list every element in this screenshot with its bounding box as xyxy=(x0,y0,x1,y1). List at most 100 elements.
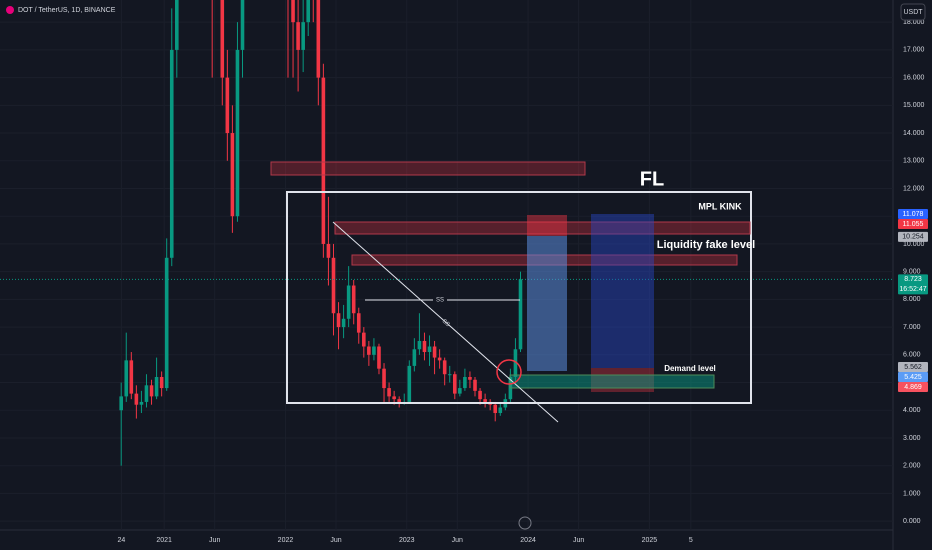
chart-title: DOT / TetherUS, 1D, BINANCE xyxy=(18,7,116,14)
x-tick-label: Jun xyxy=(330,537,341,544)
candle-body xyxy=(356,313,361,333)
event-icon[interactable] xyxy=(518,516,532,530)
price-label: 5.562 xyxy=(904,364,922,371)
price-label: 10.254 xyxy=(902,234,924,241)
candle-body xyxy=(134,393,139,405)
candle-body xyxy=(387,388,391,397)
mpl-label: MPL KINK xyxy=(698,201,742,211)
candle-body xyxy=(468,376,472,380)
candle-body xyxy=(346,285,351,319)
candle-body xyxy=(473,379,477,391)
candle-body xyxy=(124,360,129,397)
supply-zone xyxy=(270,161,586,176)
candle-body xyxy=(119,396,124,411)
price-label: 8.723 xyxy=(904,276,922,283)
x-tick-label: Jun xyxy=(452,537,463,544)
highlight-circle xyxy=(496,359,522,385)
y-tick-label: 1.000 xyxy=(903,490,921,497)
x-tick-label: 2023 xyxy=(399,537,415,544)
candle-body xyxy=(301,22,305,50)
x-tick-label: 2022 xyxy=(278,537,294,544)
price-label-box xyxy=(898,381,928,392)
x-tick-label: Jun xyxy=(573,537,584,544)
candle-body xyxy=(169,49,174,258)
candle-body xyxy=(139,401,144,405)
y-tick-label: 2.000 xyxy=(903,463,921,470)
ss-label: SS xyxy=(436,298,444,304)
fl-label: FL xyxy=(640,168,664,190)
price-label-box xyxy=(898,371,928,382)
candle-body xyxy=(478,390,482,400)
price-label: 4.869 xyxy=(904,384,922,391)
y-tick-label: 4.000 xyxy=(903,407,921,414)
candle-body xyxy=(336,313,341,328)
target-zone xyxy=(527,236,567,371)
candle-body xyxy=(341,318,346,328)
price-label-box xyxy=(898,231,928,242)
y-tick-label: 16.000 xyxy=(903,74,925,81)
x-tick-label: 24 xyxy=(118,537,126,544)
y-tick-label: 18.000 xyxy=(903,19,925,26)
candle-body xyxy=(144,385,149,402)
y-tick-label: 3.000 xyxy=(903,435,921,442)
candle-body xyxy=(367,346,371,355)
ss-label: SS xyxy=(441,319,451,329)
candle-body xyxy=(372,346,376,355)
candle-body xyxy=(458,388,462,394)
candle-body xyxy=(240,0,245,50)
candle-body xyxy=(442,360,447,375)
price-label-box xyxy=(898,361,928,372)
currency-label[interactable]: USDT xyxy=(903,9,923,16)
candle-body xyxy=(159,376,164,389)
candle-body xyxy=(362,332,366,347)
candle-body xyxy=(463,376,467,389)
x-tick-label: 2021 xyxy=(156,537,172,544)
candle-body xyxy=(493,404,498,414)
candle-body xyxy=(316,0,321,78)
x-tick-label: 2025 xyxy=(642,537,658,544)
x-tick-label: 5 xyxy=(689,537,693,544)
label-bg xyxy=(433,296,447,304)
range-box xyxy=(286,191,752,404)
symbol-icon xyxy=(6,6,14,14)
candle-body xyxy=(230,133,235,217)
candle-body xyxy=(407,365,412,402)
stop-zone xyxy=(527,215,567,236)
candles xyxy=(0,0,893,466)
price-label: 5.425 xyxy=(904,374,922,381)
countdown-label: 16:52:47 xyxy=(899,286,926,293)
candle-body xyxy=(129,360,134,394)
candle-body xyxy=(447,374,452,376)
candle-body xyxy=(513,349,518,377)
candle-body xyxy=(331,257,336,314)
candle-body xyxy=(154,376,159,397)
candle-body xyxy=(498,407,503,414)
candle-body xyxy=(326,243,331,258)
candle-body xyxy=(437,357,442,361)
candle-body xyxy=(483,399,487,402)
y-tick-label: 17.000 xyxy=(903,47,925,54)
candle-body xyxy=(417,340,422,350)
candle-body xyxy=(296,22,300,50)
candle-body xyxy=(397,399,401,402)
y-tick-label: 8.000 xyxy=(903,296,921,303)
candle-body xyxy=(452,374,457,394)
grid xyxy=(0,0,893,530)
candle-body xyxy=(427,346,432,353)
axes: 0.0001.0002.0003.0004.0005.0006.0007.000… xyxy=(118,19,928,544)
y-tick-label: 12.000 xyxy=(903,185,925,192)
demand-zone xyxy=(509,374,715,389)
x-tick-label: Jun xyxy=(209,537,220,544)
candle-body xyxy=(432,346,437,358)
mpl-zone xyxy=(334,221,751,235)
y-tick-label: 9.000 xyxy=(903,268,921,275)
y-tick-label: 0.000 xyxy=(903,518,921,525)
candle-body xyxy=(392,396,396,400)
liquidity-label: Liquidity fake level xyxy=(657,239,755,251)
demand-label: Demand level xyxy=(664,364,716,373)
x-tick-label: 2024 xyxy=(520,537,536,544)
currency-button[interactable] xyxy=(900,3,926,21)
candle-body xyxy=(175,0,179,50)
